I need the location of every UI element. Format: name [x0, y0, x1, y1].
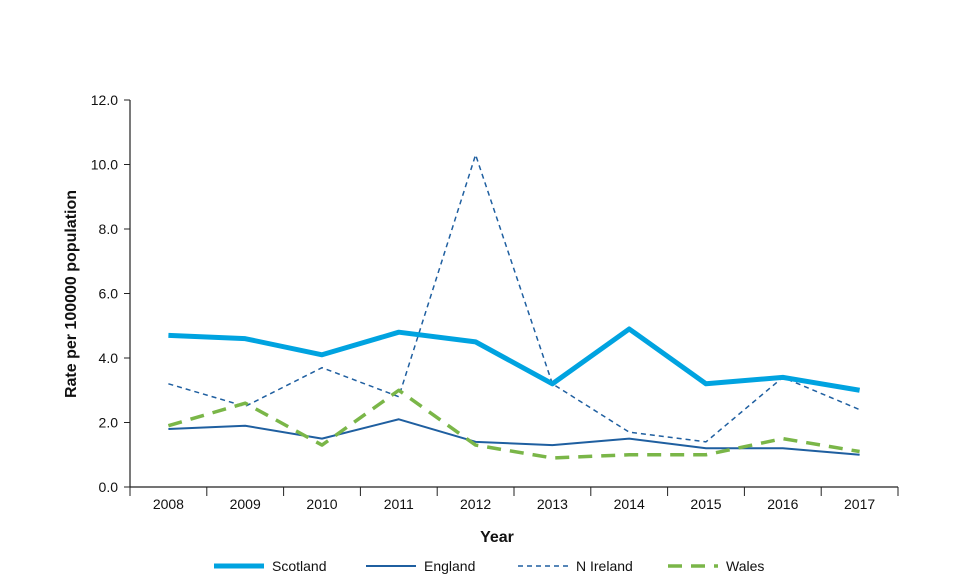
x-tick-label: 2017 — [844, 496, 875, 512]
x-tick-label: 2013 — [537, 496, 568, 512]
y-tick-label: 8.0 — [99, 221, 119, 237]
series-line-n-ireland — [168, 154, 860, 443]
series-line-scotland — [168, 326, 861, 393]
y-tick-label: 0.0 — [99, 479, 119, 495]
legend-label: N Ireland — [576, 558, 633, 574]
legend-label: Scotland — [272, 558, 326, 574]
y-tick-label: 4.0 — [99, 350, 119, 366]
x-tick-label: 2016 — [767, 496, 798, 512]
x-tick-label: 2015 — [690, 496, 721, 512]
x-tick-label: 2009 — [230, 496, 261, 512]
legend-label: England — [424, 558, 475, 574]
x-tick-label: 2012 — [460, 496, 491, 512]
series-line-england — [168, 418, 860, 456]
x-tick-label: 2008 — [153, 496, 184, 512]
y-tick-label: 12.0 — [91, 92, 118, 108]
x-tick-label: 2014 — [614, 496, 645, 512]
x-tick-label: 2011 — [384, 496, 414, 512]
x-axis-label: Year — [480, 529, 514, 546]
axes: 0.0 2.0 4.0 6.0 8.0 10.0 12.0 2008 2009 2010 2011 2… — [91, 92, 899, 512]
legend: Scotland England N Ireland Wales — [214, 558, 764, 574]
series-lines — [167, 154, 861, 460]
y-tick-label: 2.0 — [99, 415, 119, 431]
y-tick-label: 6.0 — [99, 286, 119, 302]
y-tick-label: 10.0 — [91, 157, 118, 173]
y-axis-label: Rate per 100000 population — [63, 190, 80, 398]
x-tick-label: 2010 — [306, 496, 337, 512]
series-line-wales — [167, 388, 860, 460]
legend-label: Wales — [726, 558, 764, 574]
